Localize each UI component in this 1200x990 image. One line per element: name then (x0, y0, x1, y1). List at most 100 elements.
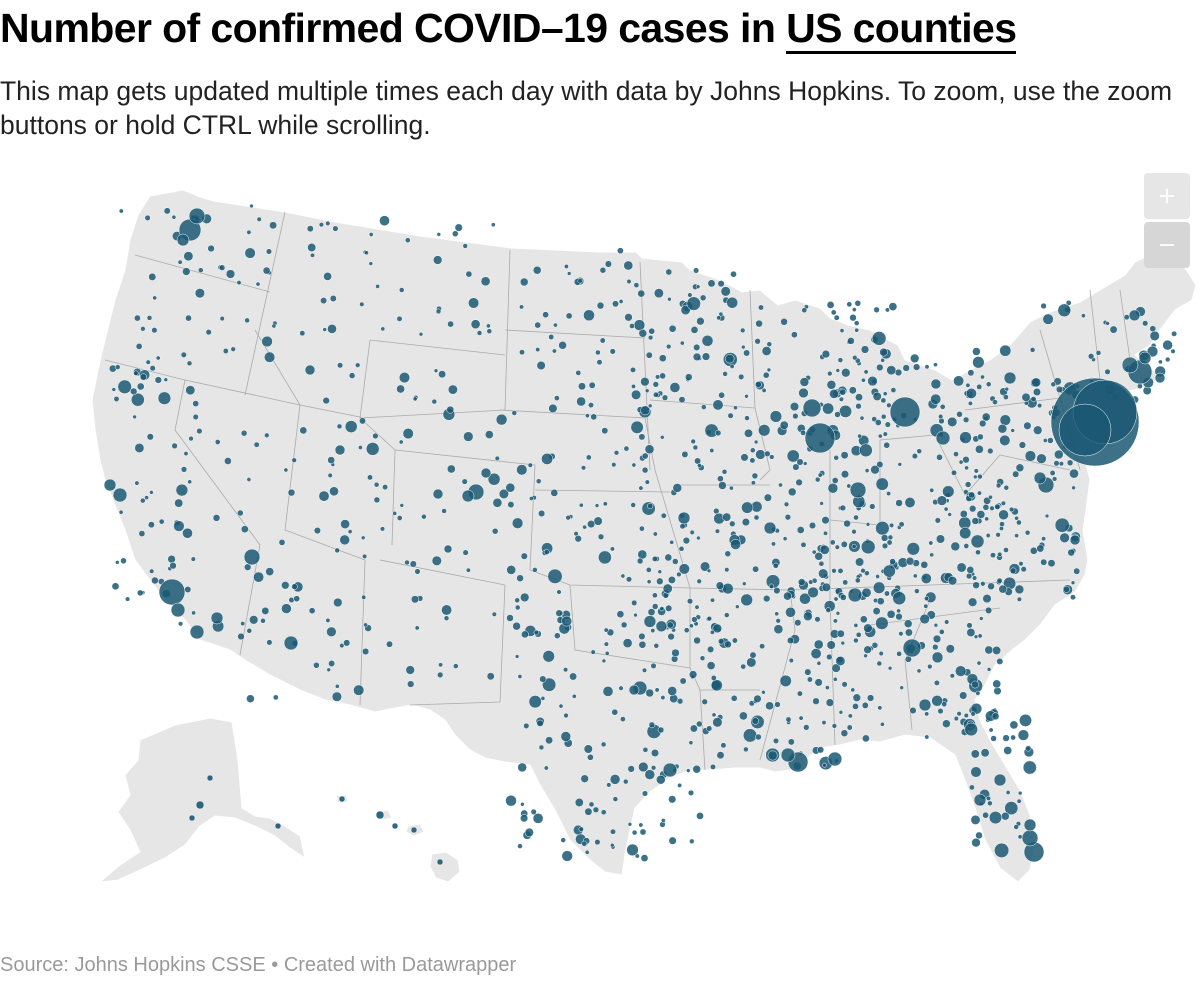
zoom-in-button[interactable]: + (1144, 173, 1190, 219)
county-case-symbol (766, 367, 772, 373)
county-case-symbol (588, 381, 596, 389)
county-case-symbol (603, 641, 609, 647)
county-case-symbol (984, 516, 990, 522)
county-case-symbol (920, 560, 929, 569)
county-case-symbol (556, 589, 562, 595)
county-case-symbol (962, 416, 970, 423)
county-case-hotspot (804, 422, 836, 454)
county-case-symbol (842, 579, 849, 586)
county-case-symbol (611, 462, 617, 468)
county-case-symbol (644, 388, 650, 393)
county-case-symbol (904, 628, 913, 637)
county-case-symbol (720, 286, 731, 297)
county-case-symbol (882, 431, 888, 437)
title-text: Number of confirmed COVID–19 cases in (0, 5, 787, 51)
county-case-symbol (362, 553, 368, 559)
county-case-symbol (438, 662, 444, 668)
county-case-symbol (648, 327, 656, 335)
title-link-us-counties[interactable]: US counties (786, 5, 1017, 54)
state-border-line (829, 519, 881, 526)
county-case-symbol (527, 462, 533, 468)
county-case-symbol (334, 547, 340, 554)
county-case-symbol (188, 435, 194, 442)
county-case-symbol (147, 521, 155, 529)
zoom-out-button[interactable]: − (1144, 222, 1190, 268)
county-case-symbol (1047, 559, 1056, 568)
county-case-symbol (512, 621, 521, 631)
county-case-symbol (230, 346, 236, 352)
footer-credit[interactable]: Created with Datawrapper (283, 954, 517, 976)
county-case-symbol (1014, 533, 1019, 538)
county-case-symbol (864, 570, 870, 576)
county-case-symbol (696, 720, 703, 728)
county-case-symbol (519, 304, 524, 310)
county-case-symbol (173, 520, 185, 532)
county-case-symbol (653, 391, 659, 398)
county-case-symbol (827, 482, 839, 494)
county-case-hotspot (1058, 403, 1112, 457)
county-case-symbol (1040, 558, 1048, 566)
county-case-symbol (700, 561, 711, 572)
county-case-symbol (476, 330, 483, 336)
county-case-symbol (706, 661, 716, 670)
county-case-symbol (803, 611, 813, 622)
county-case-symbol (329, 295, 337, 302)
county-case-symbol (1042, 313, 1054, 325)
county-case-symbol (327, 456, 336, 464)
map-container[interactable] (0, 160, 1200, 920)
county-case-symbol (977, 633, 983, 639)
county-case-symbol (154, 376, 162, 384)
county-case-symbol (431, 555, 442, 566)
county-case-symbol (837, 567, 844, 574)
county-case-symbol (831, 663, 841, 673)
county-case-symbol (585, 454, 592, 461)
county-case-symbol (972, 575, 978, 581)
county-case-symbol (657, 726, 665, 734)
county-case-symbol (985, 795, 992, 801)
county-case-hotspot (902, 638, 922, 658)
county-case-symbol (710, 597, 715, 603)
county-case-symbol (379, 215, 390, 227)
county-case-symbol (997, 551, 1003, 557)
county-case-symbol (566, 271, 572, 276)
county-case-symbol (863, 653, 868, 659)
county-case-symbol (647, 334, 654, 341)
county-case-symbol (535, 347, 541, 353)
county-case-symbol (749, 651, 757, 659)
county-case-symbol (1024, 450, 1037, 462)
county-case-symbol (175, 483, 189, 497)
county-case-symbol (975, 831, 983, 840)
county-case-symbol (876, 363, 884, 372)
county-case-symbol (814, 552, 823, 561)
county-case-symbol (1014, 584, 1025, 595)
county-case-symbol (720, 742, 727, 749)
county-case-symbol (183, 251, 194, 262)
county-case-symbol (184, 586, 192, 593)
county-case-symbol (117, 379, 132, 394)
county-case-symbol (603, 627, 609, 633)
county-case-symbol (808, 579, 814, 585)
county-case-symbol (711, 712, 717, 718)
county-case-symbol (722, 371, 728, 377)
us-county-map[interactable] (0, 160, 1200, 920)
county-case-symbol (611, 708, 619, 716)
county-case-symbol (644, 769, 656, 780)
county-case-symbol (671, 648, 680, 658)
county-case-symbol (225, 269, 236, 279)
county-case-symbol (584, 849, 590, 855)
county-case-symbol (1016, 519, 1022, 526)
county-case-symbol (831, 723, 838, 729)
case-symbols (103, 203, 1178, 866)
county-case-symbol (606, 782, 612, 788)
county-case-symbol (746, 657, 757, 668)
county-case-symbol (853, 320, 860, 326)
county-case-symbol (682, 536, 691, 545)
county-case-symbol (949, 673, 955, 679)
county-case-symbol (358, 445, 363, 450)
county-case-symbol (679, 340, 685, 346)
county-case-symbol (323, 272, 332, 281)
county-case-hotspot (210, 611, 224, 625)
county-case-symbol (520, 814, 529, 823)
county-case-symbol (622, 638, 633, 648)
county-case-symbol (687, 789, 695, 796)
